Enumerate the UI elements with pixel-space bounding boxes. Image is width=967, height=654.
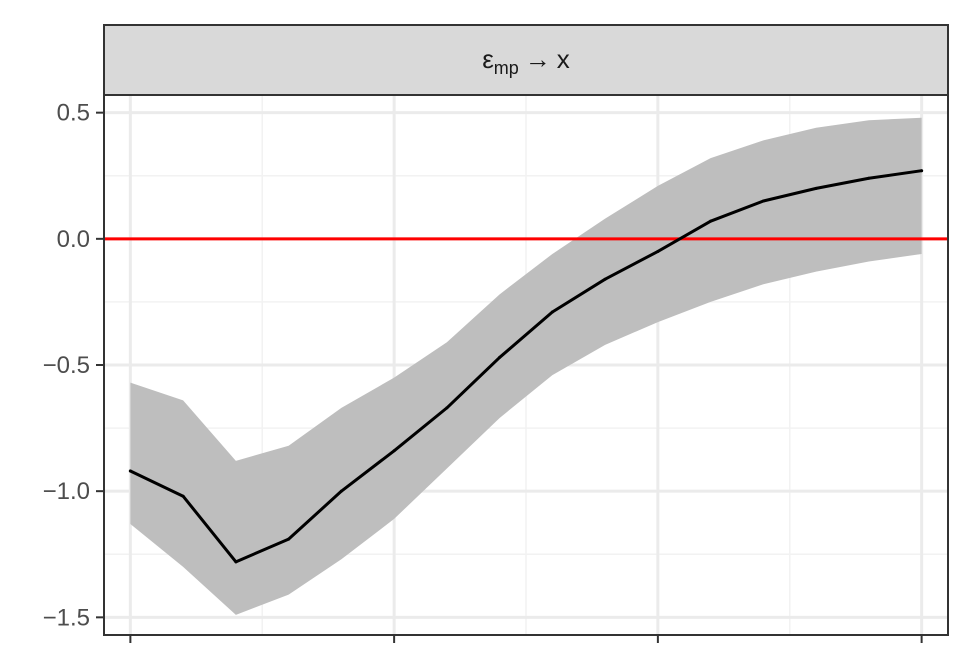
y-axis: 0.5 0.0 −0.5 −1.0 −1.5 [43,100,923,643]
y-tick-label: −0.5 [43,352,90,379]
facet-subscript: mp [494,58,519,78]
data-point [234,560,238,564]
data-point [656,249,660,253]
confidence-band-layer [130,117,922,615]
data-point [603,277,607,281]
data-point [709,219,713,223]
data-point [498,355,502,359]
series-line [128,169,924,564]
facet-strip [103,24,949,96]
facet-target: x [557,44,570,74]
data-point [814,186,818,190]
data-point [339,489,343,493]
data-point [392,449,396,453]
series-line-layer [128,169,924,564]
y-tick-label: −1.0 [43,478,90,505]
data-point [181,494,185,498]
facet-arrow: → [525,44,551,74]
data-point [761,199,765,203]
y-tick-label: 0.0 [57,226,90,253]
y-tick-label: 0.5 [57,100,90,127]
data-point [287,537,291,541]
facet-strip-label: εmp → x [482,44,570,78]
data-point [867,176,871,180]
data-point [920,169,924,173]
data-point [128,469,132,473]
facet-symbol: ε [482,44,494,74]
confidence-band [130,117,922,615]
data-point [445,406,449,410]
y-tick-label: −1.5 [43,604,90,631]
data-point [550,310,554,314]
